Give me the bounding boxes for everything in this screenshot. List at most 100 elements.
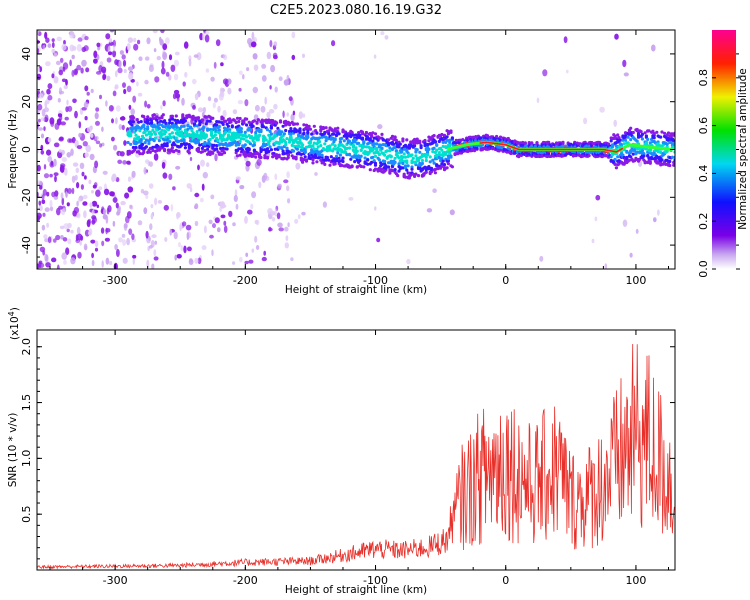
ridge-mark [221, 116, 225, 120]
ridge-mark [295, 147, 299, 151]
ridge-mark [284, 143, 288, 147]
noise-mark [302, 53, 305, 58]
noise-mark [322, 201, 327, 208]
ridge-mark [169, 125, 173, 129]
noise-mark [290, 257, 294, 262]
noise-mark [39, 185, 43, 190]
noise-mark [44, 114, 49, 123]
noise-mark [47, 43, 52, 48]
ridge-mark [401, 166, 405, 170]
ridge-mark [614, 166, 619, 170]
noise-mark [47, 156, 53, 163]
ridge-mark [411, 156, 415, 160]
ridge-mark [418, 150, 422, 154]
noise-mark [192, 78, 197, 85]
noise-mark [70, 148, 74, 156]
ridge-mark [200, 150, 204, 154]
ridge-mark [126, 140, 130, 145]
ridge-mark [134, 145, 138, 150]
noise-mark [37, 127, 44, 131]
ridge-mark [327, 132, 331, 136]
ridge-mark [163, 149, 167, 153]
noise-mark [50, 120, 55, 127]
noise-mark [595, 194, 601, 201]
noise-mark [228, 210, 233, 218]
noise-mark [37, 103, 43, 111]
ridge-mark [134, 133, 138, 137]
noise-mark [613, 119, 617, 127]
noise-mark [406, 258, 411, 265]
noise-mark [106, 207, 110, 215]
ridge-mark [209, 129, 214, 134]
noise-mark [539, 255, 544, 262]
ridge-mark [144, 138, 148, 142]
noise-mark [253, 64, 259, 71]
ridge-mark [245, 117, 249, 121]
noise-mark [84, 175, 87, 180]
ridge-mark [387, 141, 391, 145]
ridge-mark [222, 138, 227, 142]
noise-mark [277, 183, 282, 189]
ridge-mark [226, 124, 230, 128]
ridge-mark [613, 157, 617, 161]
ridge-mark [284, 140, 288, 145]
ridge-mark [405, 161, 409, 165]
ridge-mark [623, 131, 628, 135]
noise-mark [276, 212, 281, 220]
ridge-mark [222, 151, 227, 155]
noise-mark [51, 48, 56, 54]
ridge-mark [351, 133, 355, 137]
ridge-mark [159, 135, 163, 139]
noise-mark [286, 74, 290, 82]
ridge-mark [446, 130, 450, 134]
ridge-mark [224, 119, 228, 123]
noise-mark [373, 54, 377, 59]
noise-mark [115, 177, 120, 183]
noise-mark [112, 45, 116, 52]
noise-mark [164, 237, 168, 242]
ridge-mark [458, 138, 462, 142]
noise-mark [123, 222, 128, 231]
noise-mark [56, 207, 61, 216]
noise-mark [40, 133, 45, 139]
ridge-mark [403, 155, 408, 159]
noise-mark [173, 59, 179, 67]
noise-mark [71, 54, 75, 60]
noise-mark [220, 62, 224, 67]
noise-mark [297, 214, 301, 220]
ridge-mark [172, 149, 176, 153]
ridge-mark [139, 120, 143, 124]
noise-mark [201, 245, 207, 251]
noise-mark [242, 74, 245, 80]
noise-mark [162, 172, 168, 179]
ridge-mark [314, 153, 318, 157]
ridge-mark [328, 148, 332, 152]
snr-xlabel: Height of straight line (km) [285, 584, 427, 596]
noise-mark [61, 43, 67, 51]
noise-mark [182, 81, 186, 87]
ridge-mark [140, 142, 145, 147]
noise-mark [162, 51, 167, 57]
noise-mark [161, 60, 165, 69]
noise-mark [109, 30, 115, 33]
ridge-mark [441, 140, 445, 144]
noise-mark [81, 59, 87, 67]
ridge-mark [420, 161, 424, 166]
ridge-mark [144, 133, 148, 137]
noise-mark [128, 104, 132, 110]
noise-mark [65, 106, 69, 113]
ridge-mark [385, 149, 389, 153]
ridge-mark [319, 144, 323, 148]
noise-mark [105, 100, 108, 107]
noise-mark [132, 257, 135, 265]
ridge-mark [212, 143, 216, 147]
ridge-mark [226, 136, 230, 140]
ridge-mark [362, 140, 366, 144]
noise-mark [59, 57, 64, 63]
ridge-mark [609, 158, 613, 163]
noise-mark [57, 113, 63, 118]
noise-mark [71, 187, 75, 195]
noise-mark [301, 211, 306, 216]
ridge-mark [203, 148, 207, 153]
